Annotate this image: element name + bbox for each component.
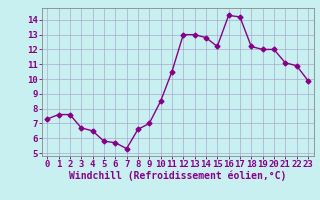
X-axis label: Windchill (Refroidissement éolien,°C): Windchill (Refroidissement éolien,°C) [69, 171, 286, 181]
